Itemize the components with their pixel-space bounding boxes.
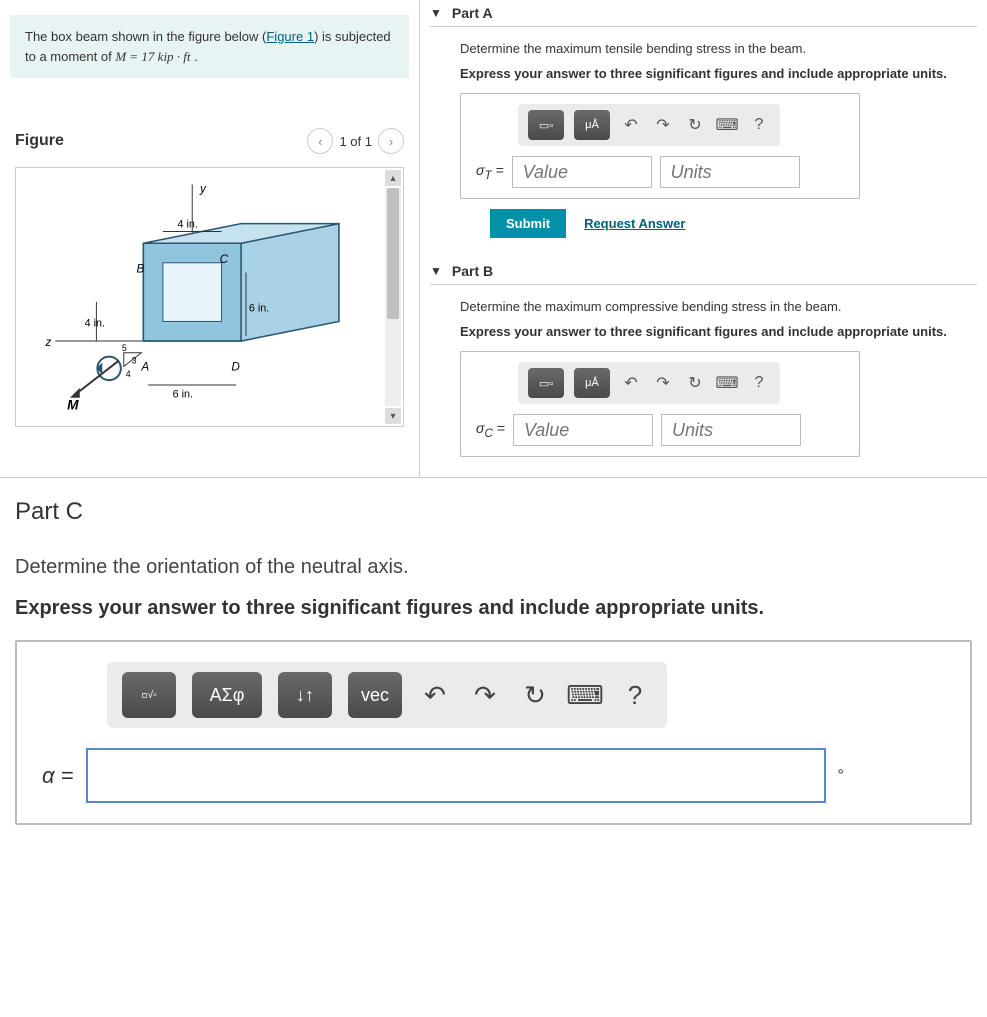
degree-symbol: ° (838, 767, 844, 785)
greek-button[interactable]: ΑΣφ (192, 672, 262, 718)
problem-statement: The box beam shown in the figure below (… (10, 15, 409, 78)
part-c-instruction: Express your answer to three significant… (15, 597, 972, 620)
part-a-body: Determine the maximum tensile bending st… (430, 41, 977, 238)
undo-icon[interactable]: ↶ (620, 114, 642, 136)
part-a-block: ▼ Part A Determine the maximum tensile b… (430, 0, 977, 238)
svg-text:C: C (220, 253, 229, 266)
figure-viewport: ▴ ▾ y z B (15, 167, 404, 427)
scroll-down-button[interactable]: ▾ (385, 408, 401, 424)
figure-svg: y z B C A D 4 in. (26, 173, 378, 421)
pager-text: 1 of 1 (339, 134, 372, 149)
submit-button[interactable]: Submit (490, 209, 566, 238)
svg-text:4 in.: 4 in. (85, 317, 105, 329)
part-c-toolbar: ▫√▫ ΑΣφ ↓↑ vec ↶ ↷ ↻ ⌨ ? (107, 662, 667, 728)
svg-text:4 in.: 4 in. (178, 219, 198, 231)
part-a-answer-box: ▭▫ μÅ ↶ ↷ ↻ ⌨ ? σT = (460, 93, 860, 199)
part-b-input-row: σC = (476, 414, 844, 446)
part-c-section: Part C Determine the orientation of the … (0, 478, 987, 845)
svg-text:z: z (45, 336, 52, 349)
svg-text:4: 4 (126, 369, 131, 379)
reset-icon[interactable]: ↻ (684, 114, 706, 136)
part-b-block: ▼ Part B Determine the maximum compressi… (430, 258, 977, 457)
reset-icon[interactable]: ↻ (684, 372, 706, 394)
vector-button[interactable]: vec (348, 672, 402, 718)
part-b-title: Part B (452, 263, 493, 279)
part-b-body: Determine the maximum compressive bendin… (430, 299, 977, 457)
part-b-answer-box: ▭▫ μÅ ↶ ↷ ↻ ⌨ ? σC = (460, 351, 860, 457)
part-c-question: Determine the orientation of the neutral… (15, 556, 972, 579)
keyboard-icon[interactable]: ⌨ (716, 114, 738, 136)
part-a-toolbar: ▭▫ μÅ ↶ ↷ ↻ ⌨ ? (518, 104, 780, 146)
redo-icon[interactable]: ↷ (468, 678, 502, 712)
templates-button[interactable]: ▭▫ (528, 368, 564, 398)
alpha-label: α = (42, 763, 74, 789)
part-a-question: Determine the maximum tensile bending st… (460, 41, 977, 56)
redo-icon[interactable]: ↷ (652, 114, 674, 136)
part-b-units-input[interactable] (661, 414, 801, 446)
figure-scrollbar[interactable] (385, 188, 401, 406)
sigma-t-label: σT = (476, 162, 504, 182)
fraction-button[interactable]: ▫√▫ (122, 672, 176, 718)
help-icon[interactable]: ? (618, 678, 652, 712)
help-icon[interactable]: ? (748, 372, 770, 394)
pager-prev-button[interactable]: ‹ (307, 128, 333, 154)
request-answer-link[interactable]: Request Answer (584, 216, 685, 231)
part-a-title: Part A (452, 5, 493, 21)
part-b-instruction: Express your answer to three significant… (460, 324, 977, 339)
part-a-instruction: Express your answer to three significant… (460, 66, 977, 81)
svg-text:6 in.: 6 in. (173, 389, 193, 401)
part-b-value-input[interactable] (513, 414, 653, 446)
part-b-header[interactable]: ▼ Part B (430, 263, 977, 285)
part-a-input-row: σT = (476, 156, 844, 188)
top-split: The box beam shown in the figure below (… (0, 0, 987, 478)
left-panel: The box beam shown in the figure below (… (0, 0, 420, 477)
part-b-toolbar: ▭▫ μÅ ↶ ↷ ↻ ⌨ ? (518, 362, 780, 404)
part-c-answer-box: ▫√▫ ΑΣφ ↓↑ vec ↶ ↷ ↻ ⌨ ? α = ° (15, 640, 972, 825)
chevron-down-icon: ▼ (430, 264, 442, 278)
keyboard-icon[interactable]: ⌨ (568, 678, 602, 712)
units-menu-button[interactable]: μÅ (574, 110, 610, 140)
subscript-button[interactable]: ↓↑ (278, 672, 332, 718)
units-menu-button[interactable]: μÅ (574, 368, 610, 398)
problem-math: M = 17 kip · ft (115, 49, 190, 64)
svg-text:y: y (199, 182, 207, 195)
redo-icon[interactable]: ↷ (652, 372, 674, 394)
part-a-units-input[interactable] (660, 156, 800, 188)
sigma-c-label: σC = (476, 420, 505, 440)
svg-text:6 in.: 6 in. (249, 303, 269, 315)
figure-link[interactable]: Figure 1 (266, 29, 314, 44)
undo-icon[interactable]: ↶ (620, 372, 642, 394)
svg-text:M: M (67, 397, 79, 412)
figure-title: Figure (15, 132, 64, 150)
part-b-question: Determine the maximum compressive bendin… (460, 299, 977, 314)
figure-header: Figure ‹ 1 of 1 › (0, 118, 419, 159)
scroll-thumb[interactable] (387, 188, 399, 319)
undo-icon[interactable]: ↶ (418, 678, 452, 712)
templates-button[interactable]: ▭▫ (528, 110, 564, 140)
part-c-value-input[interactable] (86, 748, 826, 803)
problem-text-1: The box beam shown in the figure below ( (25, 29, 266, 44)
problem-text-3: . (191, 49, 198, 64)
svg-text:5: 5 (122, 343, 127, 353)
part-c-input-row: α = ° (42, 748, 945, 803)
svg-text:D: D (231, 360, 240, 373)
pager-next-button[interactable]: › (378, 128, 404, 154)
part-c-title: Part C (15, 498, 972, 526)
part-a-value-input[interactable] (512, 156, 652, 188)
svg-text:3: 3 (132, 355, 137, 365)
reset-icon[interactable]: ↻ (518, 678, 552, 712)
part-a-submit-row: Submit Request Answer (460, 209, 977, 238)
svg-text:A: A (140, 360, 149, 373)
chevron-down-icon: ▼ (430, 6, 442, 20)
scroll-up-button[interactable]: ▴ (385, 170, 401, 186)
right-panel: ▼ Part A Determine the maximum tensile b… (420, 0, 987, 477)
part-a-header[interactable]: ▼ Part A (430, 5, 977, 27)
figure-pager: ‹ 1 of 1 › (307, 128, 404, 154)
keyboard-icon[interactable]: ⌨ (716, 372, 738, 394)
svg-text:B: B (136, 263, 144, 276)
help-icon[interactable]: ? (748, 114, 770, 136)
